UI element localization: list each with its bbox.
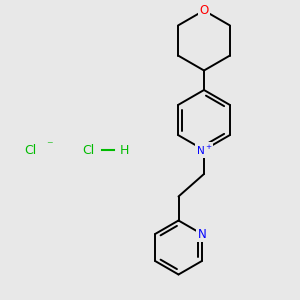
Text: Cl: Cl [24, 143, 36, 157]
Text: ⁻: ⁻ [46, 139, 53, 152]
Text: O: O [200, 4, 208, 17]
Text: Cl: Cl [82, 143, 94, 157]
Text: H: H [120, 143, 129, 157]
Text: N$^+$: N$^+$ [196, 143, 212, 157]
Text: N: N [197, 227, 206, 241]
